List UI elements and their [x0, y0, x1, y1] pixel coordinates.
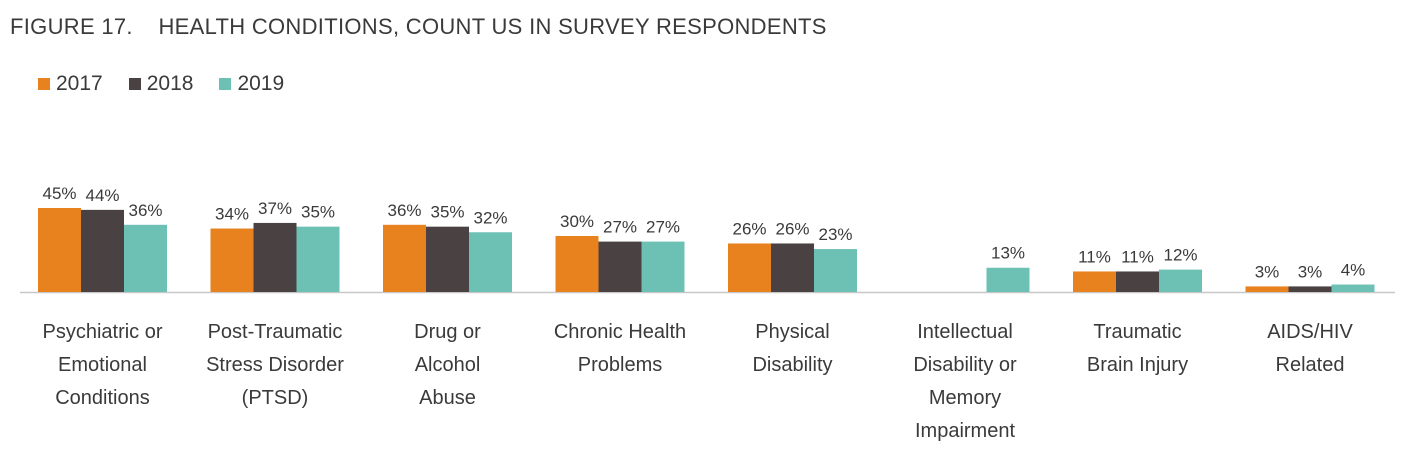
- category-label-7: AIDS/HIV Related: [1267, 321, 1353, 376]
- bar-2018-2: [426, 226, 469, 292]
- bar-2018-0: [81, 209, 124, 292]
- bar-2019-7: [1331, 284, 1375, 292]
- category-label-5: Intellectual Disability or Memory Impairmen…: [913, 321, 1017, 442]
- data-label-2018-0: 44%: [85, 186, 119, 205]
- bar-2019-0: [124, 224, 167, 292]
- bar-2017-7: [1245, 286, 1289, 292]
- data-label-2017-1: 34%: [215, 205, 249, 224]
- data-label-2019-4: 23%: [818, 225, 852, 244]
- bar-2019-4: [814, 249, 857, 292]
- data-label-2017-0: 45%: [42, 184, 76, 203]
- data-label-2019-7: 4%: [1341, 261, 1366, 280]
- legend-item-2017: 2017: [38, 72, 103, 96]
- legend-label-2019: 2019: [237, 72, 285, 95]
- data-label-2017-2: 36%: [387, 201, 421, 220]
- bar-2018-6: [1116, 271, 1159, 292]
- bar-2017-6: [1073, 271, 1116, 292]
- data-label-2017-6: 11%: [1078, 247, 1111, 266]
- legend-swatch-2018: [128, 78, 141, 90]
- bar-2019-1: [296, 226, 340, 292]
- bar-2018-4: [771, 243, 814, 292]
- category-label-1: Post-Traumatic Stress Disorder (PTSD): [206, 321, 344, 409]
- bar-2019-6: [1159, 269, 1202, 292]
- data-label-2019-6: 12%: [1163, 246, 1197, 265]
- data-label-2018-2: 35%: [430, 203, 464, 222]
- legend-item-2019: 2019: [219, 72, 284, 96]
- category-label-0: Psychiatric or Emotional Conditions: [42, 321, 162, 409]
- data-label-2019-2: 32%: [473, 208, 507, 227]
- bar-2017-1: [210, 228, 254, 292]
- bar-2017-0: [38, 208, 81, 292]
- legend-swatch-2019: [219, 78, 232, 90]
- data-label-2017-4: 26%: [732, 219, 766, 238]
- bar-2018-3: [598, 241, 642, 292]
- legend-label-2017: 2017: [56, 72, 103, 95]
- bar-2019-2: [469, 232, 512, 292]
- data-label-2018-1: 37%: [258, 199, 292, 218]
- data-label-2017-7: 3%: [1255, 262, 1280, 281]
- bar-2017-2: [383, 224, 426, 292]
- bar-2019-3: [641, 241, 685, 292]
- data-label-2019-5: 13%: [991, 244, 1025, 263]
- data-label-2019-1: 35%: [301, 203, 335, 222]
- category-label-3: Chronic Health Problems: [554, 321, 686, 376]
- data-label-2018-6: 11%: [1121, 247, 1154, 266]
- data-label-2018-7: 3%: [1298, 262, 1323, 281]
- bar-2019-5: [986, 267, 1030, 292]
- category-label-2: Drug or Alcohol Abuse: [414, 321, 481, 409]
- bar-2017-3: [555, 236, 599, 292]
- bar-2018-7: [1288, 286, 1332, 292]
- legend-item-2018: 2018: [128, 72, 194, 96]
- category-label-6: Traumatic Brain Injury: [1087, 321, 1188, 376]
- data-label-2019-0: 36%: [128, 201, 162, 220]
- bar-2018-1: [253, 222, 297, 292]
- data-label-2019-3: 27%: [646, 218, 680, 237]
- category-label-4: Physical Disability: [752, 321, 832, 376]
- data-label-2018-4: 26%: [775, 219, 809, 238]
- data-label-2017-3: 30%: [560, 212, 594, 231]
- bar-2017-4: [728, 243, 771, 292]
- chart-title: FIGURE 17. HEALTH CONDITIONS, COUNT US I…: [10, 14, 827, 39]
- legend-label-2018: 2018: [146, 72, 194, 95]
- data-label-2018-3: 27%: [603, 218, 637, 237]
- legend: 2017 2018 2019: [38, 72, 310, 96]
- legend-swatch-2017: [38, 78, 50, 90]
